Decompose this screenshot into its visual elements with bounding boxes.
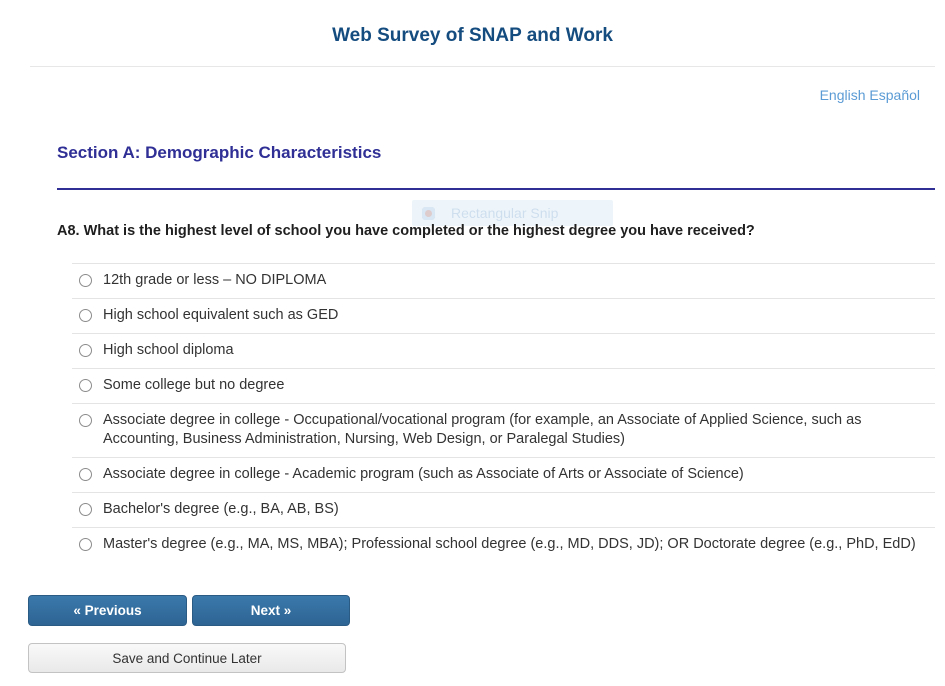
radio-option-row[interactable]: Associate degree in college - Academic p… [72,457,935,492]
next-button[interactable]: Next » [192,595,350,626]
question-text: A8. What is the highest level of school … [57,223,755,239]
radio-option-label[interactable]: Associate degree in college - Occupation… [103,412,862,447]
language-link-espanol[interactable]: Español [869,87,920,103]
section-heading: Section A: Demographic Characteristics [57,143,382,162]
radio-option-row[interactable]: Associate degree in college - Occupation… [72,403,935,457]
radio-button[interactable] [79,503,92,516]
language-switcher: English Español [820,87,920,103]
radio-option-row[interactable]: Some college but no degree [72,368,935,403]
radio-option-row[interactable]: 12th grade or less – NO DIPLOMA [72,263,935,298]
radio-option-label[interactable]: Bachelor's degree (e.g., BA, AB, BS) [103,501,339,517]
save-and-continue-button[interactable]: Save and Continue Later [28,643,346,673]
radio-option-label[interactable]: Some college but no degree [103,377,285,393]
radio-option-label[interactable]: High school diploma [103,342,234,358]
radio-option-label[interactable]: Master's degree (e.g., MA, MS, MBA); Pro… [103,536,916,552]
previous-button[interactable]: « Previous [28,595,187,626]
options-list: 12th grade or less – NO DIPLOMA High sch… [72,263,935,562]
radio-button[interactable] [79,468,92,481]
rectangular-snip-icon [422,206,435,220]
radio-button[interactable] [79,309,92,322]
section-divider [57,188,935,190]
radio-option-label[interactable]: 12th grade or less – NO DIPLOMA [103,272,327,288]
radio-option-row[interactable]: High school diploma [72,333,935,368]
radio-option-row[interactable]: Bachelor's degree (e.g., BA, AB, BS) [72,492,935,527]
radio-option-label[interactable]: Associate degree in college - Academic p… [103,466,744,482]
language-link-english[interactable]: English [819,87,866,103]
radio-button[interactable] [79,379,92,392]
radio-option-row[interactable]: High school equivalent such as GED [72,298,935,333]
header-divider [30,66,935,67]
page-title: Web Survey of SNAP and Work [332,25,613,46]
radio-option-row[interactable]: Master's degree (e.g., MA, MS, MBA); Pro… [72,527,935,562]
radio-button[interactable] [79,538,92,551]
radio-button[interactable] [79,274,92,287]
snip-tooltip-label: Rectangular Snip [451,205,559,221]
radio-button[interactable] [79,414,92,427]
radio-button[interactable] [79,344,92,357]
radio-option-label[interactable]: High school equivalent such as GED [103,307,339,323]
